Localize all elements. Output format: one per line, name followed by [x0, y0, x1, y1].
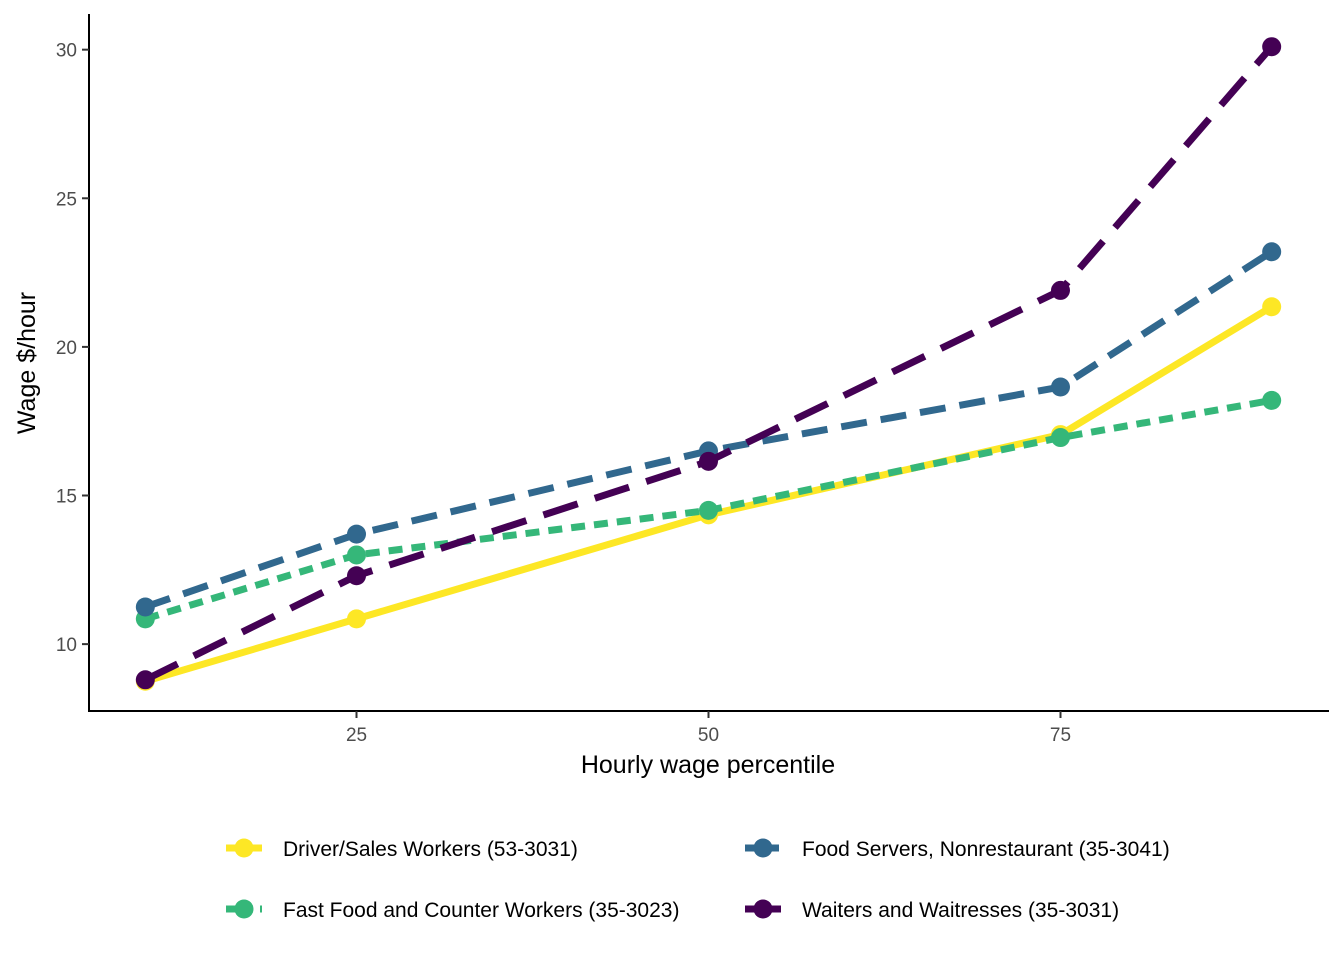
y-axis-title: Wage $/hour [13, 292, 41, 434]
series-food-servers-nonrestaurant-35-3041 [135, 242, 1282, 617]
axes-layer [88, 14, 1329, 712]
x-axis-title: Hourly wage percentile [581, 751, 835, 779]
legend-item-food-servers-nonrestaurant-35-3041: Food Servers, Nonrestaurant (35-3041) [745, 838, 1170, 861]
y-tick-label: 25 [56, 189, 77, 210]
data-point [347, 524, 367, 544]
legend-item-driver-sales-workers-53-3031: Driver/Sales Workers (53-3031) [226, 838, 578, 861]
y-tick-label: 20 [56, 338, 77, 359]
series-layer [135, 37, 1282, 691]
data-point [1262, 297, 1282, 317]
data-point [347, 609, 367, 629]
y-tick-label: 30 [56, 41, 77, 62]
ticks-layer: 10 15 20 25 30 25 50 75 [56, 41, 1071, 746]
legend-key-point [753, 899, 773, 919]
series-fast-food-and-counter-workers-35-3023 [135, 390, 1282, 629]
data-point [1262, 37, 1282, 57]
legend-item-waiters-and-waitresses-35-3031: Waiters and Waitresses (35-3031) [745, 899, 1119, 922]
x-tick-label: 75 [1050, 725, 1071, 746]
series-line [143, 44, 1275, 683]
data-point [699, 500, 718, 520]
series-line [144, 303, 1274, 685]
series-waiters-and-waitresses-35-3031 [135, 37, 1282, 690]
data-point [347, 566, 367, 586]
data-point [1262, 242, 1282, 262]
data-point [1050, 428, 1070, 448]
y-tick-label: 15 [56, 487, 77, 508]
legend: Driver/Sales Workers (53-3031) Fast Food … [226, 838, 1170, 922]
x-tick-label: 50 [698, 725, 719, 746]
legend-label: Driver/Sales Workers (53-3031) [283, 838, 578, 861]
legend-key-point [234, 838, 254, 858]
legend-key-point [753, 838, 773, 858]
data-point [699, 451, 718, 471]
data-point [135, 670, 155, 690]
data-point [1050, 377, 1070, 397]
data-point [135, 597, 155, 617]
data-point [347, 545, 367, 565]
y-tick-label: 10 [56, 635, 77, 656]
legend-label: Food Servers, Nonrestaurant (35-3041) [802, 838, 1170, 861]
data-point [1262, 390, 1282, 410]
legend-label: Waiters and Waitresses (35-3031) [802, 899, 1119, 922]
legend-key-point [234, 899, 254, 919]
data-point [1050, 280, 1070, 300]
legend-item-fast-food-and-counter-workers-35-3023: Fast Food and Counter Workers (35-3023) [226, 899, 679, 922]
x-tick-label: 25 [346, 725, 367, 746]
legend-label: Fast Food and Counter Workers (35-3023) [283, 899, 679, 922]
